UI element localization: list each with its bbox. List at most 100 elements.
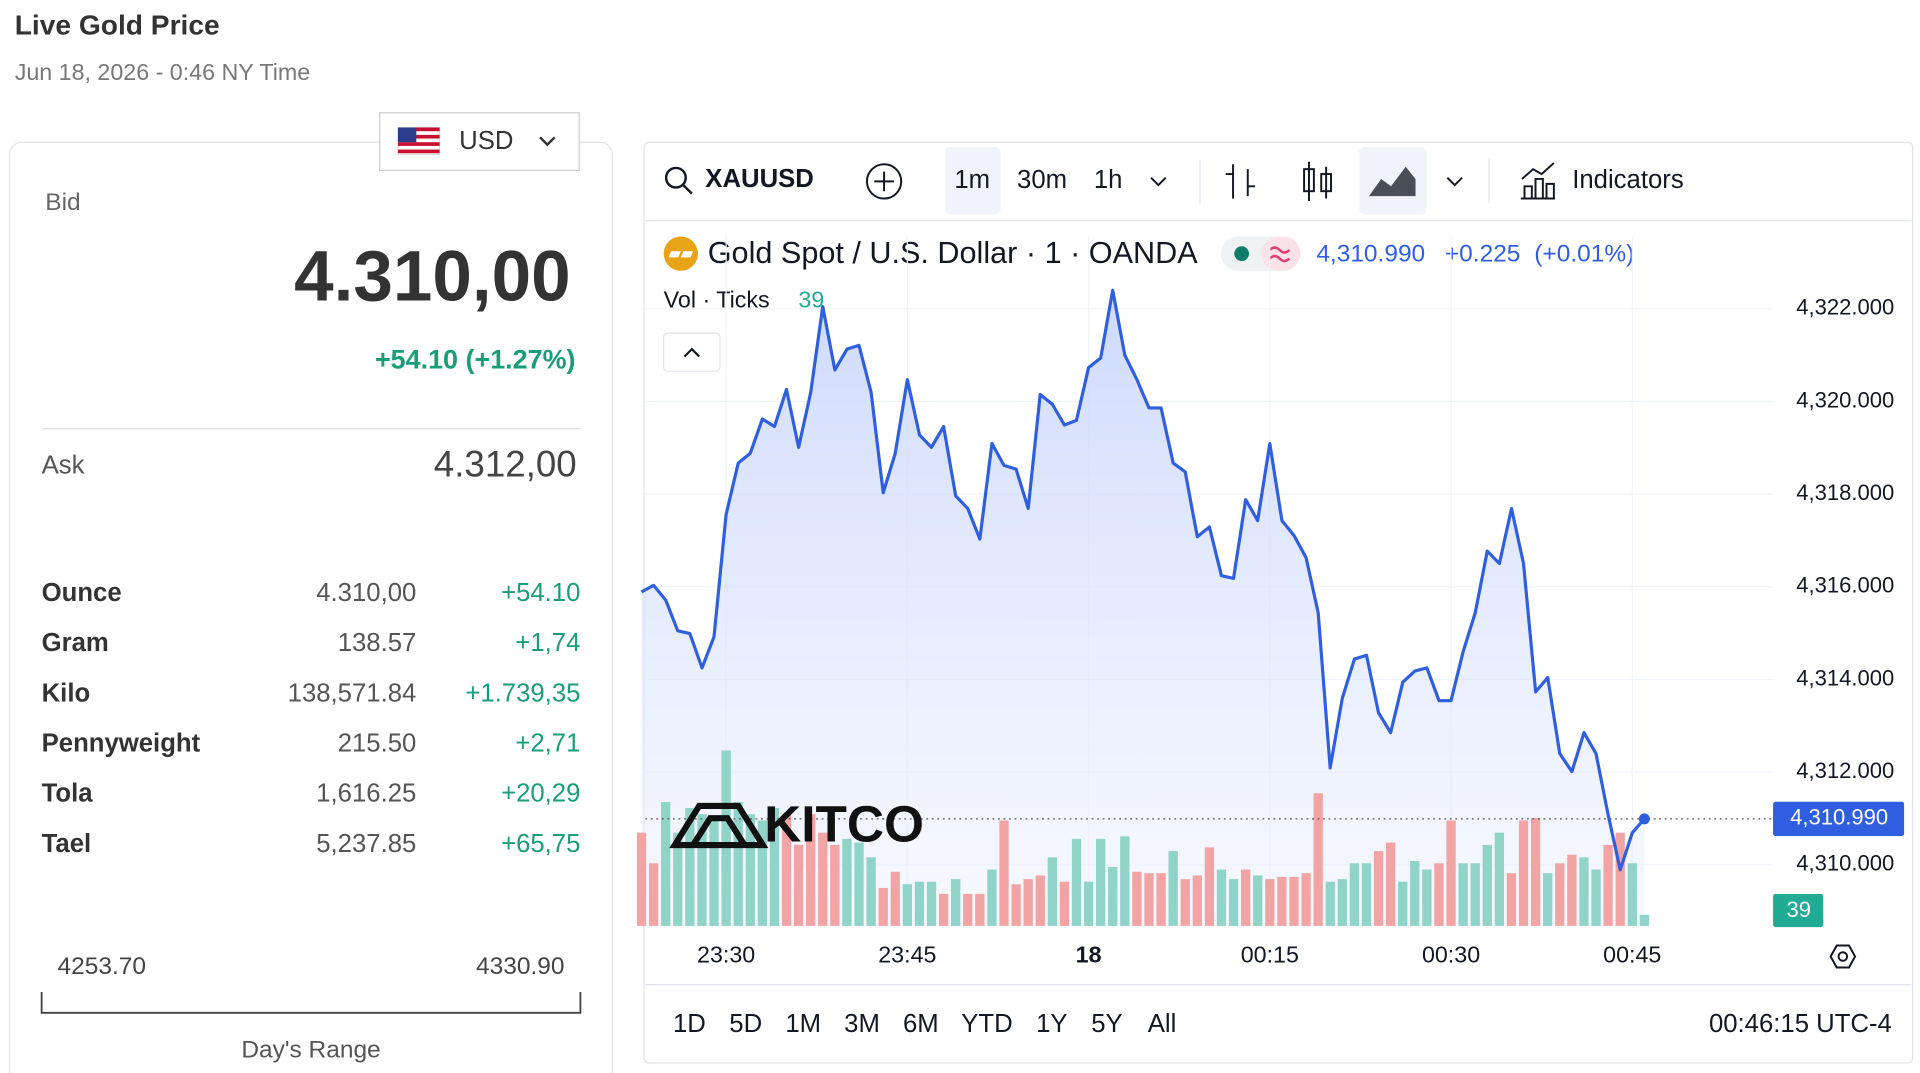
volume-bar bbox=[1240, 869, 1251, 926]
unit-price: 1,616.25 bbox=[316, 780, 416, 808]
bid-change: +54.10 (+1.27%) bbox=[375, 345, 576, 375]
volume-bar bbox=[1373, 851, 1384, 926]
market-status-dot bbox=[1234, 246, 1249, 261]
range-label: Day's Range bbox=[241, 1036, 380, 1063]
price-line bbox=[640, 288, 1646, 872]
volume-bar bbox=[1361, 863, 1372, 926]
range-button[interactable]: 6M bbox=[903, 1010, 939, 1038]
volume-bar bbox=[914, 881, 925, 926]
volume-bar bbox=[902, 884, 913, 926]
unit-price: 215.50 bbox=[338, 729, 417, 757]
volume-bar bbox=[1228, 879, 1239, 926]
candles-style-button[interactable] bbox=[1303, 161, 1332, 201]
volume-bar bbox=[890, 871, 900, 926]
volume-bar bbox=[1047, 857, 1057, 926]
interval-button[interactable]: 30m bbox=[1017, 166, 1067, 194]
volume-bar bbox=[1204, 847, 1215, 926]
currency-select[interactable]: USD bbox=[378, 112, 580, 171]
range-bar bbox=[40, 992, 582, 1014]
range-button[interactable]: YTD bbox=[961, 1010, 1012, 1038]
volume-bar bbox=[648, 863, 659, 926]
range-button[interactable]: 1M bbox=[785, 1010, 821, 1038]
area-style-active-bg[interactable] bbox=[1359, 147, 1427, 215]
bars-style-button[interactable] bbox=[1225, 164, 1256, 199]
last-price-label: 4,310.990 bbox=[1790, 805, 1888, 830]
volume-bar bbox=[769, 808, 780, 926]
area-style-icon bbox=[1368, 166, 1416, 197]
bid-label: Bid bbox=[45, 189, 80, 216]
unit-price: 5,237.85 bbox=[316, 830, 416, 858]
range-button[interactable]: All bbox=[1148, 1010, 1177, 1038]
range-button[interactable]: 1D bbox=[673, 1010, 706, 1038]
compare-button[interactable] bbox=[865, 163, 903, 200]
last-point bbox=[1638, 813, 1650, 825]
volume-bar bbox=[1108, 866, 1118, 926]
ask-price: 4.312,00 bbox=[434, 443, 577, 484]
page-title: Live Gold Price bbox=[15, 10, 220, 41]
volume-bar bbox=[1615, 832, 1625, 926]
y-tick-label: 4,322.000 bbox=[1796, 295, 1894, 320]
collapse-legend-button[interactable] bbox=[663, 332, 721, 372]
currency-label: USD bbox=[459, 127, 513, 155]
volume-bar bbox=[1083, 881, 1094, 926]
volume-bar bbox=[1216, 869, 1227, 926]
volume-bar bbox=[1192, 875, 1202, 926]
volume-bar bbox=[1325, 881, 1335, 926]
volume-bar bbox=[1253, 875, 1263, 926]
unit-change: +1.739,35 bbox=[465, 679, 580, 707]
volume-bar bbox=[1071, 838, 1082, 926]
volume-bar bbox=[1422, 869, 1432, 926]
volume-bar bbox=[987, 869, 997, 926]
volume-bar bbox=[1627, 863, 1637, 926]
volume-bar bbox=[951, 879, 961, 926]
range-button[interactable]: 5Y bbox=[1091, 1010, 1122, 1038]
unit-name: Gram bbox=[42, 629, 109, 657]
range-button[interactable]: 1Y bbox=[1036, 1010, 1067, 1038]
style-menu[interactable] bbox=[1446, 177, 1463, 187]
settings-button[interactable] bbox=[1829, 944, 1857, 969]
volume-bar bbox=[697, 814, 707, 926]
ask-label: Ask bbox=[42, 452, 85, 480]
gold-icon bbox=[663, 236, 698, 271]
volume-bar bbox=[1168, 851, 1178, 926]
last-price-badge bbox=[1773, 801, 1905, 837]
interval-button[interactable]: 1h bbox=[1094, 166, 1123, 194]
interval-active-bg bbox=[945, 147, 1001, 215]
volume-bar bbox=[1337, 879, 1347, 926]
range-button[interactable]: 5D bbox=[729, 1010, 762, 1038]
plot: 4,310.000 4,312.000 4,314.000 4,316.000 4,31… bbox=[636, 235, 1905, 968]
interval-menu[interactable] bbox=[1150, 177, 1167, 187]
legend-title: Gold Spot / U.S. Dollar · 1 · OANDA bbox=[708, 236, 1198, 270]
volume-bar bbox=[685, 808, 695, 926]
datetime: Jun 18, 2026 - 0:46 NY Time bbox=[15, 59, 311, 85]
unit-name: Tael bbox=[42, 830, 92, 858]
volume-bar bbox=[1023, 879, 1033, 926]
y-tick-label: 4,318.000 bbox=[1796, 480, 1894, 505]
volume-bar bbox=[842, 838, 852, 926]
search-icon bbox=[664, 166, 687, 189]
volume-bar bbox=[806, 814, 816, 926]
volume-bar bbox=[854, 842, 864, 926]
volume-bar bbox=[673, 832, 683, 926]
range-button[interactable]: 3M bbox=[844, 1010, 880, 1038]
legend-last: 4,310.990 bbox=[1316, 240, 1425, 267]
quote-card bbox=[9, 141, 613, 1073]
kitco-logo: KITCO bbox=[669, 795, 924, 853]
indicators-button[interactable]: Indicators bbox=[1520, 162, 1684, 200]
volume-bar bbox=[999, 820, 1009, 926]
interval-button[interactable]: 1m bbox=[954, 166, 990, 194]
volume-bar bbox=[1059, 881, 1070, 926]
volume-bar bbox=[1120, 836, 1130, 926]
volume-bar bbox=[1385, 842, 1396, 926]
indicators-label: Indicators bbox=[1572, 166, 1683, 194]
symbol-search[interactable]: XAUUSD bbox=[664, 165, 814, 195]
symbol: XAUUSD bbox=[705, 165, 814, 193]
unit-change: +54.10 bbox=[501, 579, 580, 607]
volume-bar bbox=[793, 844, 804, 926]
volume-bar bbox=[1579, 857, 1589, 926]
volume-bar bbox=[1156, 873, 1166, 926]
area bbox=[641, 290, 1645, 926]
volume-bar bbox=[938, 893, 949, 926]
volume-bar bbox=[1265, 879, 1275, 926]
